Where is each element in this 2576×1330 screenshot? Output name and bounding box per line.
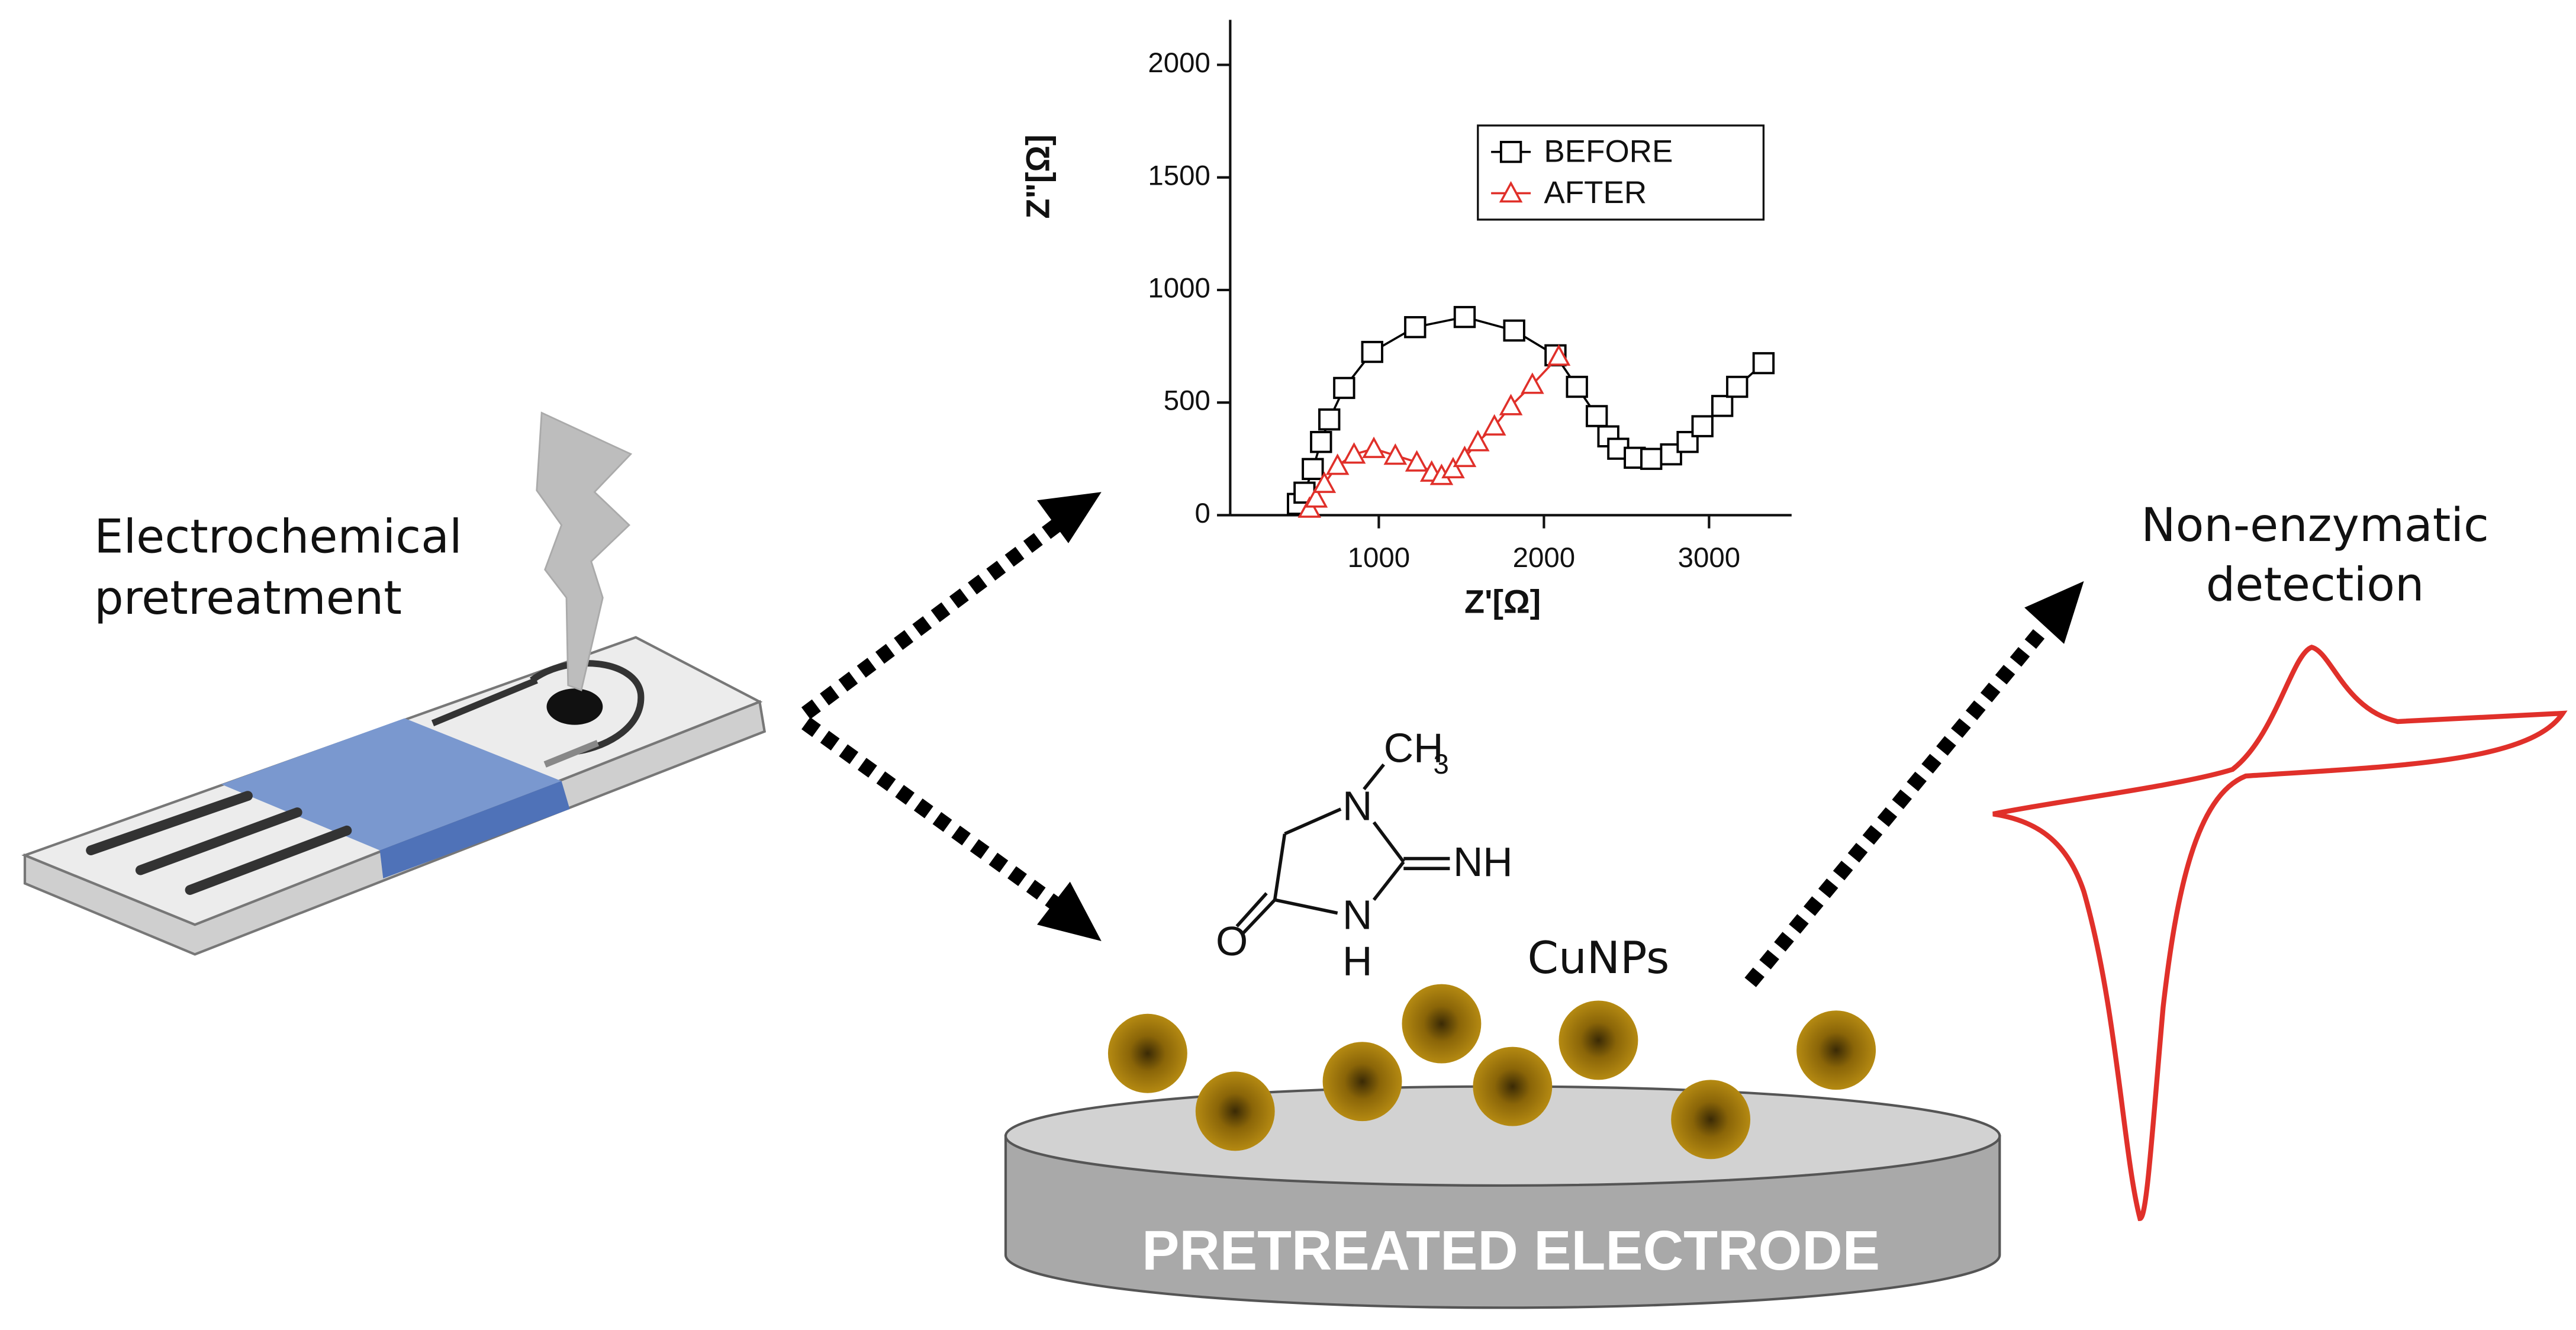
nanoparticle (1195, 1071, 1275, 1151)
y-tick-label: 1500 (1148, 160, 1210, 191)
bond (1235, 892, 1268, 928)
x-tick-label: 3000 (1678, 542, 1740, 574)
y-tick-label: 1000 (1148, 272, 1210, 304)
y-tick-label: 500 (1164, 385, 1210, 417)
arrowhead (1036, 881, 1102, 942)
bond (1242, 899, 1276, 935)
working-electrode (546, 688, 603, 725)
data-point (1691, 415, 1714, 437)
data-point (1453, 305, 1476, 329)
x-axis-label: Z'[Ω] (1464, 583, 1541, 620)
x-tick-label: 2000 (1513, 542, 1575, 574)
legend-label: BEFORE (1544, 134, 1673, 169)
contact-line (135, 807, 302, 875)
auxiliary-line (543, 740, 600, 768)
data-point (1333, 376, 1355, 400)
atom-label: N (1342, 782, 1372, 829)
nanoparticle (1402, 984, 1482, 1064)
data-point (1318, 408, 1341, 431)
data-point (1312, 471, 1337, 493)
data-point (1302, 458, 1324, 481)
atom-label: H (1342, 938, 1372, 984)
nanoparticle (1796, 1010, 1876, 1090)
copper-nanoparticles (1107, 984, 1876, 1160)
label: pretreatment (94, 572, 402, 625)
label: Non-enzymatic (2141, 499, 2489, 552)
data-point (1466, 430, 1490, 452)
data-point (1482, 414, 1506, 436)
data-point (1404, 316, 1427, 339)
nyquist-plot: 0 500 1000 1500 2000 1000 2000 3000 Z'[Ω] Z"[Ω] BE… (1019, 20, 1792, 620)
nanoparticle (1671, 1080, 1751, 1160)
atom-subscript: 3 (1433, 749, 1448, 780)
electrode-track (431, 677, 538, 726)
data-point (1726, 375, 1749, 398)
data-point (1325, 453, 1350, 475)
legend-box (1477, 124, 1765, 221)
legend-marker (1499, 181, 1523, 203)
legend-label: AFTER (1544, 175, 1647, 210)
arrowhead (1036, 492, 1102, 543)
nanoparticle (1559, 1000, 1638, 1080)
contact-line (185, 825, 352, 895)
bond (1274, 898, 1338, 915)
nanoparticle (1473, 1046, 1553, 1126)
electrode-label: PRETREATED ELECTRODE (1142, 1219, 1880, 1282)
y-tick-label: 2000 (1148, 47, 1210, 79)
label: Electrochemical (94, 511, 462, 564)
x-tick-label: 1000 (1348, 542, 1410, 574)
data-point (1752, 352, 1775, 375)
y-axis-label: Z"[Ω] (1019, 134, 1056, 218)
data-point (1383, 443, 1408, 465)
data-point (1640, 447, 1663, 470)
data-point (1585, 405, 1608, 427)
data-point (1361, 340, 1383, 363)
cyclic-voltammogram (1992, 645, 2568, 1221)
data-point (1453, 445, 1477, 468)
data-point (1441, 456, 1465, 479)
arrow-shaft (1744, 623, 2050, 987)
bond (1363, 763, 1385, 791)
label: CuNPs (1527, 932, 1669, 984)
bond (1372, 821, 1405, 863)
arrow-shaft (801, 717, 1061, 911)
data-point (1711, 395, 1734, 417)
atom-label: N (1342, 891, 1372, 938)
y-tick-label: 0 (1195, 498, 1210, 529)
bond (1273, 833, 1287, 900)
bond (1372, 861, 1405, 901)
arrow-shaft (801, 519, 1061, 720)
bond (1284, 807, 1342, 836)
creatinine (1235, 763, 1450, 935)
blue-band (221, 718, 562, 851)
screen-printed-electrode (21, 411, 767, 956)
data-point (1521, 372, 1544, 394)
blue-band-side (379, 781, 570, 879)
nanoparticle (1322, 1042, 1402, 1122)
data-point (1342, 442, 1366, 464)
data-point (1310, 431, 1332, 453)
lightning (536, 411, 633, 691)
data-point (1405, 450, 1429, 472)
label: detection (2206, 559, 2424, 612)
data-point (1503, 319, 1525, 342)
arrowhead (2024, 581, 2084, 644)
data-point (1499, 394, 1523, 416)
atom-label: NH (1453, 839, 1513, 885)
arrows (801, 519, 2050, 987)
data-point (1547, 344, 1571, 366)
nanoparticle (1107, 1013, 1187, 1093)
atom-label: O (1216, 918, 1248, 964)
contact-line (86, 791, 253, 855)
atom-label: CH (1384, 725, 1444, 771)
data-point (1362, 436, 1386, 458)
data-point (1304, 486, 1328, 508)
legend-marker (1499, 140, 1522, 163)
data-point (1566, 375, 1588, 398)
